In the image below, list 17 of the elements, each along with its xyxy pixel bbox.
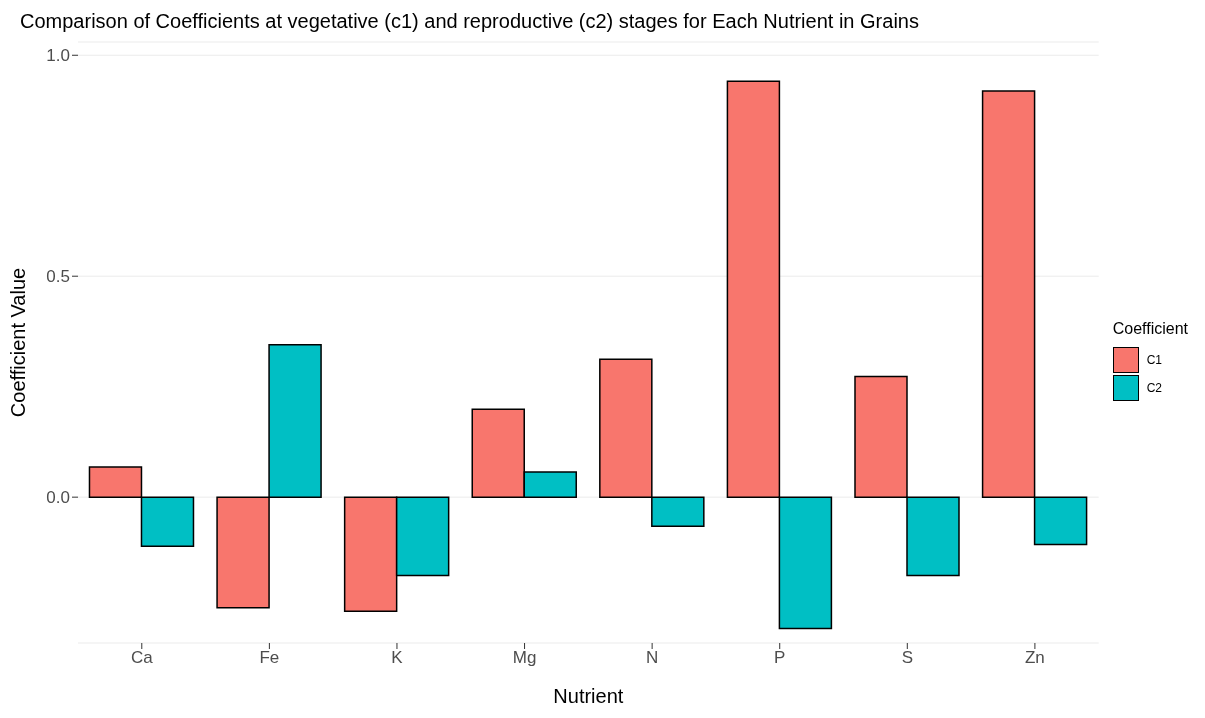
legend-label: C1: [1146, 352, 1163, 367]
x-tick-label: K: [391, 648, 404, 668]
x-tick-label: S: [901, 648, 913, 668]
x-tick-label: Zn: [1024, 648, 1045, 668]
y-tick-label: 0.5: [46, 267, 70, 287]
legend-label: C2: [1146, 380, 1163, 395]
x-tick-label: Ca: [130, 648, 154, 668]
x-tick-label: Fe: [259, 648, 280, 668]
legend-title: Coefficient: [1112, 319, 1188, 338]
y-tick-label: 1.0: [46, 46, 70, 66]
y-axis-title: Coefficient Value: [7, 267, 30, 418]
chart-title: Comparison of Coefficients at vegetative (c1) and reproductive (c2) stages for Each Nutrient in Grains: [20, 10, 919, 33]
x-tick-label: N: [646, 648, 659, 668]
y-tick-label: 0.0: [46, 488, 70, 508]
x-tick-label: Mg: [512, 648, 537, 668]
x-axis-title: Nutrient: [553, 685, 624, 707]
x-tick-label: P: [774, 648, 786, 668]
